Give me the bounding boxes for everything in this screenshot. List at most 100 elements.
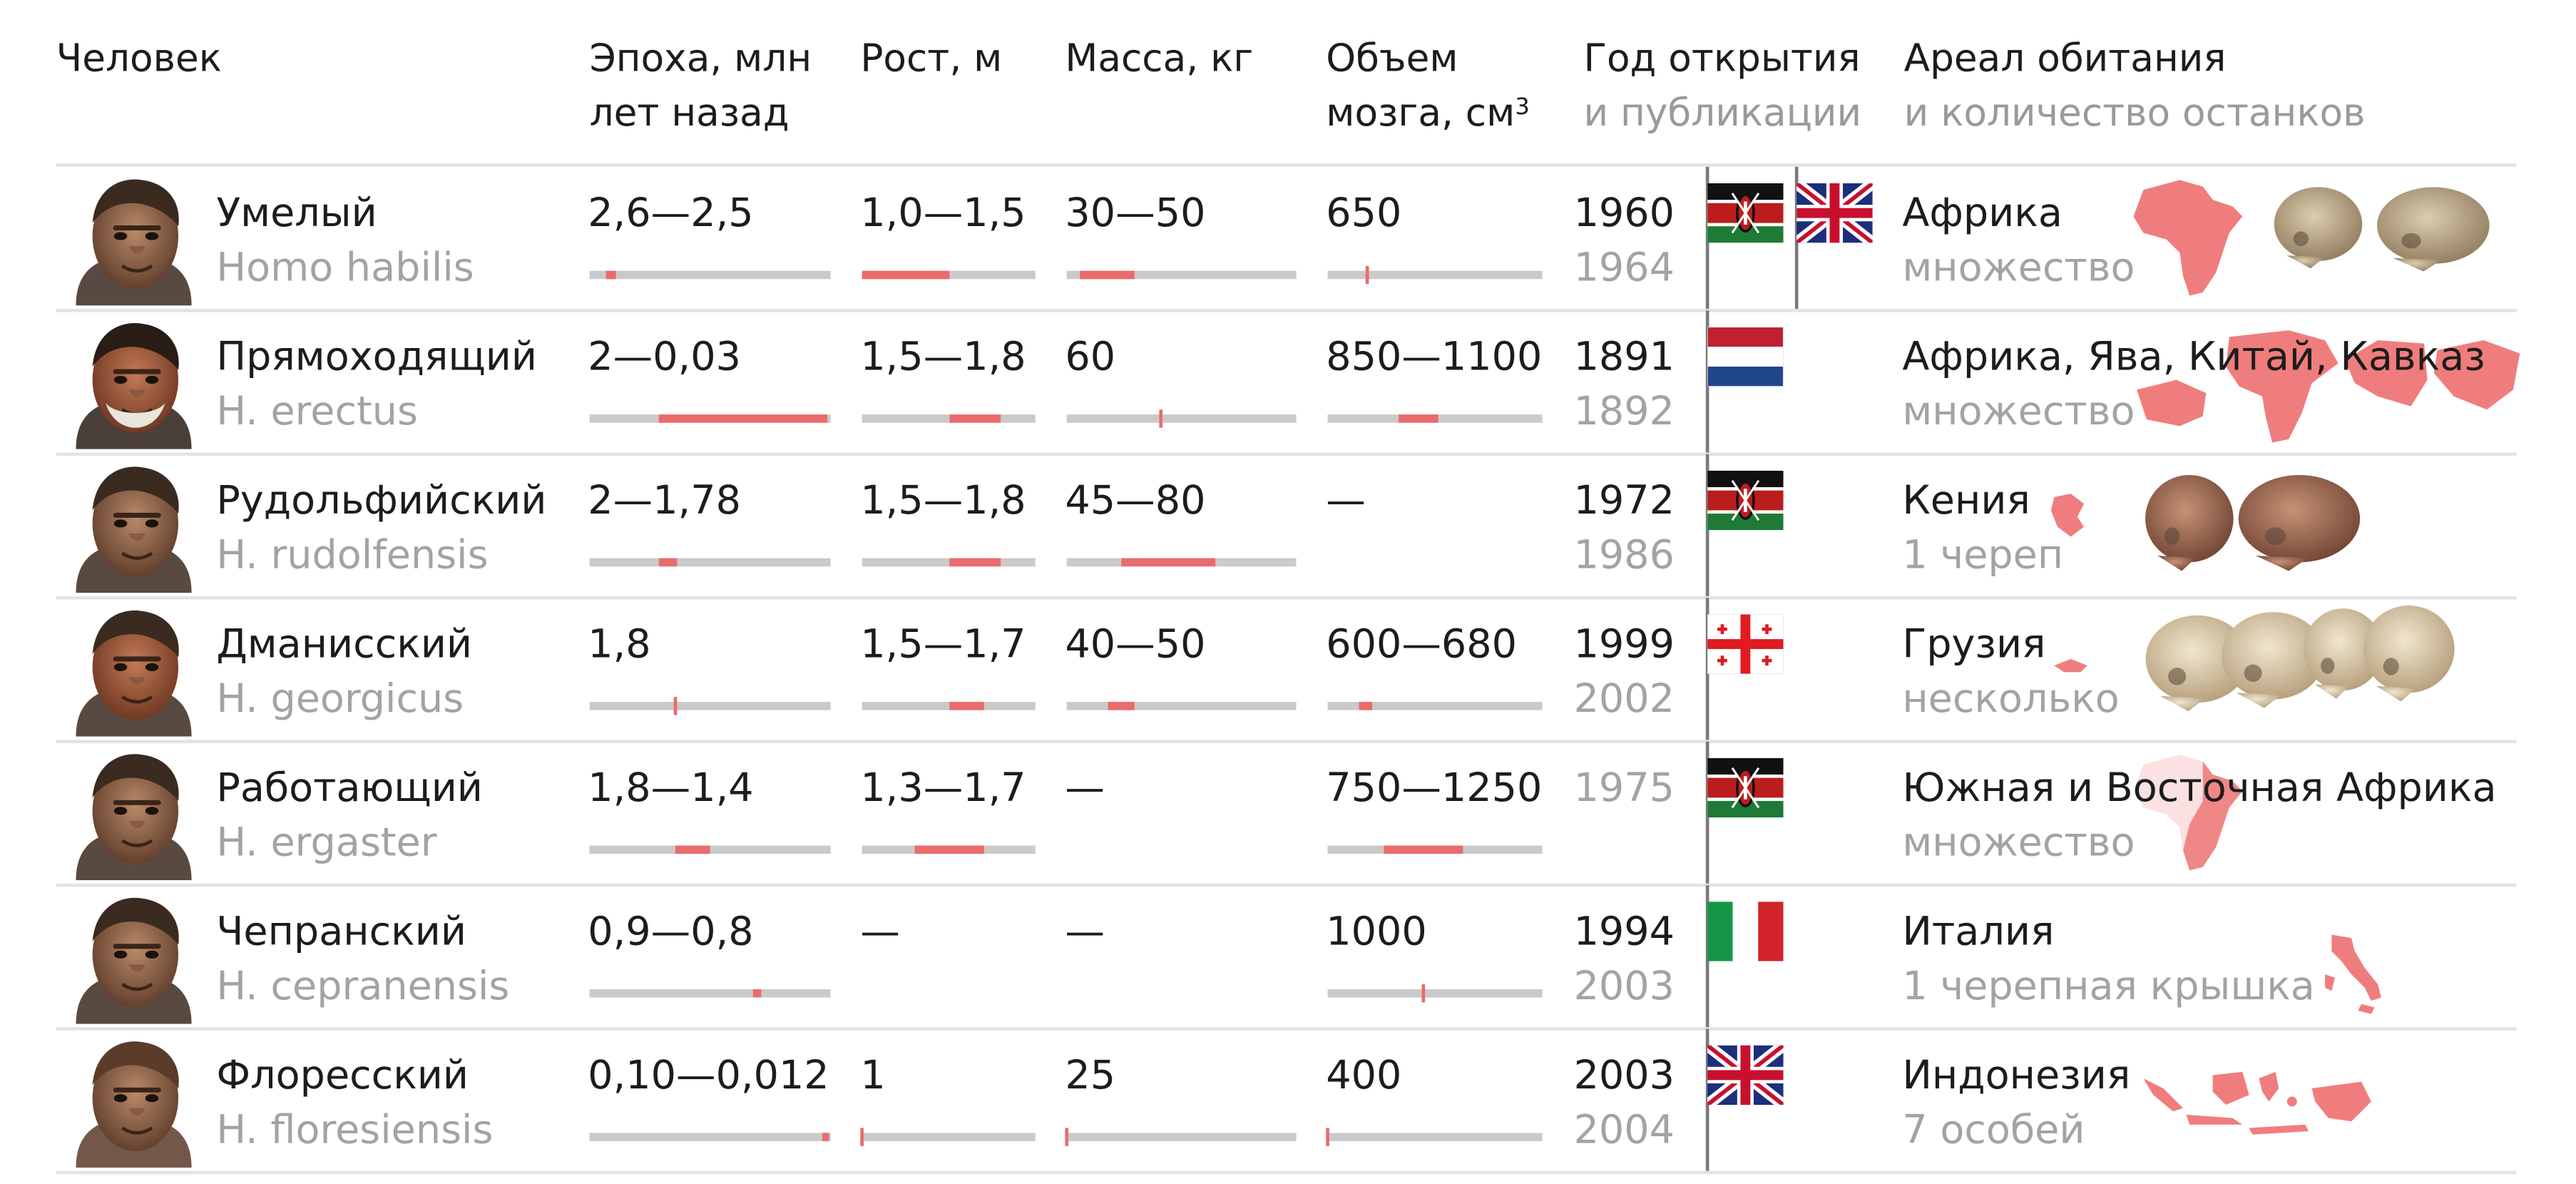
epoch-scale-bar [589, 414, 831, 423]
brain-volume-value: 750—1250 [1326, 765, 1543, 811]
remains-count: 1 череп [1902, 531, 2064, 578]
height-value: 1,0—1,5 [860, 190, 1026, 237]
column-header-mass: Масса, кг [1065, 33, 1253, 87]
species-latin-name: H. erectus [216, 388, 418, 434]
homo-georgicus-portrait [66, 604, 202, 737]
discovery-year: 1960 [1573, 190, 1675, 237]
species-name: Прямоходящий [216, 333, 538, 380]
epoch-value: 2—1,78 [588, 477, 741, 524]
homo-floresiensis-portrait [66, 1036, 202, 1168]
epoch-value: 2—0,03 [588, 333, 741, 380]
georgia-map-icon [2054, 654, 2090, 674]
header-epoch-line1: Эпоха, млн [589, 38, 812, 81]
height-value: 1,5—1,8 [860, 333, 1026, 380]
brain-volume-value: 400 [1326, 1051, 1402, 1098]
homo-cepranensis-portrait [66, 892, 202, 1024]
height-range-fill [862, 270, 949, 280]
mass-scale-bar [1066, 558, 1297, 567]
row-divider [56, 1170, 2517, 1175]
epoch-range-fill [752, 989, 762, 998]
row-divider [56, 740, 2517, 743]
publication-year: 2002 [1573, 675, 1675, 722]
brain-volume-value: 1000 [1326, 908, 1427, 955]
remains-count: множество [1902, 244, 2135, 291]
species-latin-name: H. rudolfensis [216, 531, 489, 578]
africa-map-icon [2130, 173, 2246, 302]
species-name: Флоресский [216, 1051, 469, 1098]
kenya-flag-icon [1707, 183, 1784, 243]
mass-value: — [1065, 765, 1105, 811]
brain-scale-bar [1327, 702, 1543, 710]
mass-scale-bar [1066, 409, 1297, 428]
header-brain-line2: мозга, см [1326, 92, 1516, 136]
row-divider [56, 883, 2517, 887]
kenya-flag-icon [1707, 470, 1784, 531]
discovery-year: 1975 [1573, 765, 1675, 811]
homo-rudolfensis-portrait [66, 461, 202, 593]
brain-range-fill [1359, 702, 1372, 710]
brain-range-fill [1399, 414, 1439, 423]
species-row: Работающий H. ergaster 1,8—1,4 1,3—1,7 — 750—… [0, 741, 2576, 886]
mass-value: 40—50 [1065, 621, 1206, 668]
discovery-year: 2003 [1573, 1051, 1675, 1098]
kenya-map-icon [2048, 491, 2090, 540]
column-header-epoch: Эпоха, млн лет назад [590, 33, 812, 142]
publication-year: 2003 [1573, 962, 1675, 1009]
height-scale-bar [862, 702, 1036, 710]
italy-map-icon [2321, 932, 2388, 1014]
fossil-skull-image [2219, 608, 2331, 717]
publication-year: 1892 [1573, 388, 1675, 434]
region-name: Кения [1902, 477, 2030, 524]
brain-scale-bar [1327, 845, 1543, 854]
publication-year: 2004 [1573, 1106, 1675, 1153]
fossil-skull-image [2236, 471, 2368, 580]
remains-count: 7 особей [1902, 1106, 2085, 1153]
row-divider [56, 596, 2517, 600]
height-value: — [860, 908, 900, 955]
discovery-year: 1891 [1573, 333, 1675, 380]
height-scale-bar [862, 414, 1036, 423]
column-header-brain: Объем мозга, см3 [1326, 33, 1530, 142]
homo-ergaster-portrait [66, 748, 202, 881]
italy-flag-icon [1707, 902, 1784, 961]
height-range-fill [949, 702, 983, 710]
africa-south-east-map-icon [2130, 748, 2246, 877]
brain-volume-value: 600—680 [1326, 621, 1517, 668]
header-epoch-line2: лет назад [589, 92, 789, 136]
species-latin-name: Homo habilis [216, 244, 474, 291]
fossil-skull-image [2143, 471, 2239, 580]
remains-count: 1 черепная крышка [1902, 962, 2315, 1009]
brain-scale-bar [1327, 414, 1543, 423]
discovery-year: 1994 [1573, 908, 1675, 955]
row-divider [56, 1027, 2517, 1031]
species-latin-name: H. ergaster [216, 819, 437, 866]
height-range-fill [949, 414, 1001, 423]
remains-count: несколько [1902, 675, 2120, 722]
region-name: Италия [1902, 908, 2055, 955]
header-habitat-line2: и количество останков [1903, 92, 2366, 136]
discovery-year: 1999 [1573, 621, 1675, 668]
fossil-skull-image [2302, 604, 2388, 707]
header-discovery-line1: Год открытия [1583, 38, 1861, 81]
species-latin-name: H. cepranensis [216, 962, 510, 1009]
fossil-skull-image [2361, 601, 2460, 710]
epoch-value: 1,8 [588, 621, 651, 668]
epoch-value: 2,6—2,5 [588, 190, 754, 237]
epoch-range-fill [822, 1133, 830, 1141]
remains-count: множество [1902, 388, 2135, 434]
mass-scale-bar [1065, 1128, 1297, 1146]
header-brain-unit-superscript: 3 [1515, 93, 1530, 121]
brain-value-marker [1421, 984, 1425, 1003]
netherlands-flag-icon [1707, 326, 1784, 387]
discovery-year: 1972 [1573, 477, 1675, 524]
epoch-scale-bar [589, 270, 831, 280]
homo-habilis-portrait [66, 173, 202, 306]
brain-scale-bar [1327, 265, 1543, 285]
header-divider [56, 163, 2517, 167]
mass-range-fill [1107, 702, 1135, 710]
column-header-height: Рост, м [860, 33, 1002, 87]
epoch-scale-bar [589, 558, 831, 567]
fossil-skull-image [2272, 183, 2368, 276]
brain-volume-value: — [1326, 477, 1366, 524]
species-latin-name: H. floresiensis [216, 1106, 494, 1153]
